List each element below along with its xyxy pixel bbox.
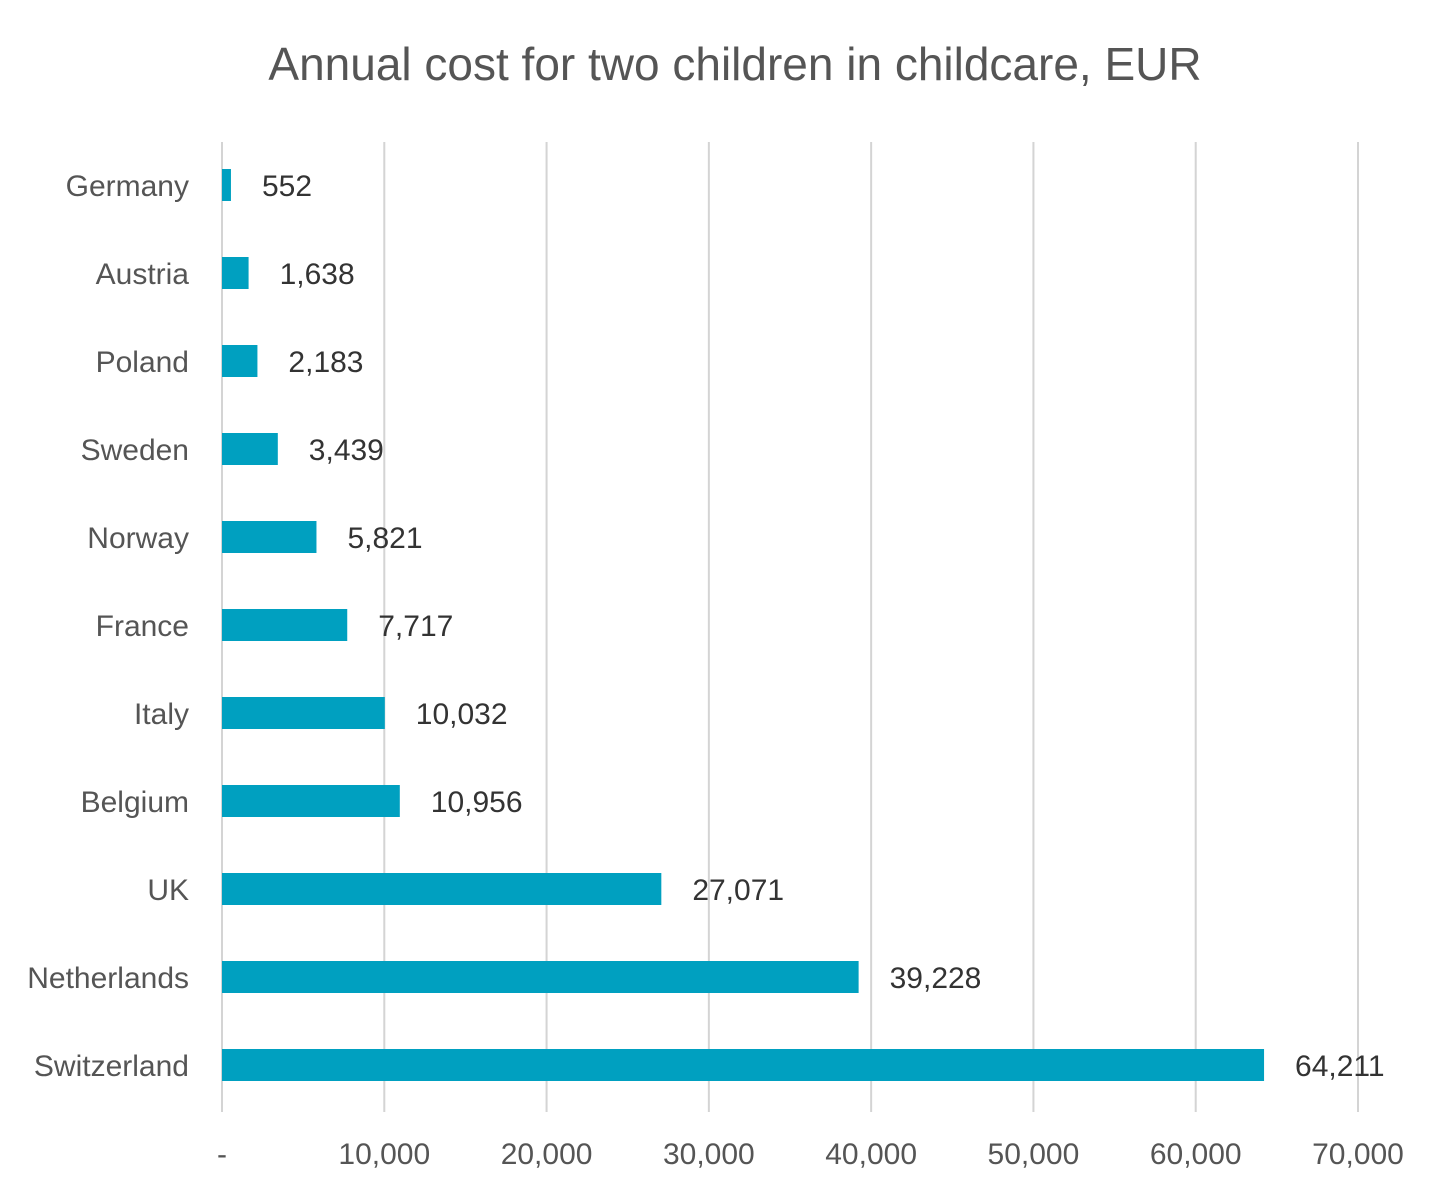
bar bbox=[222, 873, 662, 905]
bar bbox=[222, 433, 278, 465]
bar bbox=[222, 169, 231, 201]
category-label: Poland bbox=[96, 346, 189, 379]
data-label: 27,071 bbox=[692, 874, 784, 907]
bars bbox=[222, 169, 1265, 1081]
x-tick-label: 40,000 bbox=[825, 1138, 917, 1171]
data-label: 10,956 bbox=[431, 786, 523, 819]
bar bbox=[222, 345, 258, 377]
category-label: Austria bbox=[96, 258, 190, 291]
category-label: UK bbox=[147, 874, 189, 907]
bar bbox=[222, 609, 348, 641]
category-label: Sweden bbox=[81, 434, 189, 467]
x-tick-label: 60,000 bbox=[1150, 1138, 1242, 1171]
category-label: Netherlands bbox=[27, 962, 189, 995]
x-axis-ticks: - 10,000 20,000 30,000 40,000 50,000 60,000 70,… bbox=[217, 1138, 1404, 1171]
data-label: 7,717 bbox=[378, 610, 453, 643]
data-label: 39,228 bbox=[890, 962, 982, 995]
category-label: Italy bbox=[134, 698, 189, 731]
data-label: 3,439 bbox=[309, 434, 384, 467]
category-label: Norway bbox=[87, 522, 189, 555]
bar bbox=[222, 257, 249, 289]
data-label: 64,211 bbox=[1295, 1050, 1385, 1083]
bar bbox=[222, 697, 385, 729]
data-label: 1,638 bbox=[280, 258, 355, 291]
x-tick-label: 10,000 bbox=[338, 1138, 430, 1171]
category-label: France bbox=[96, 610, 189, 643]
bar bbox=[222, 1049, 1265, 1081]
category-label: Belgium bbox=[81, 786, 189, 819]
x-tick-label: 70,000 bbox=[1312, 1138, 1404, 1171]
category-label: Switzerland bbox=[34, 1050, 189, 1083]
gridlines bbox=[221, 142, 1359, 1112]
category-label: Germany bbox=[66, 170, 189, 203]
x-tick-label: 30,000 bbox=[663, 1138, 755, 1171]
bar bbox=[222, 961, 859, 993]
x-tick-label: 50,000 bbox=[988, 1138, 1080, 1171]
data-label: 10,032 bbox=[416, 698, 508, 731]
x-tick-label: - bbox=[217, 1138, 227, 1171]
data-label: 552 bbox=[262, 170, 312, 203]
value-labels: 552 1,638 2,183 3,439 5,821 7,717 10,032 10,956… bbox=[262, 170, 1385, 1083]
bar bbox=[222, 785, 400, 817]
data-label: 2,183 bbox=[288, 346, 363, 379]
bar bbox=[222, 521, 317, 553]
data-label: 5,821 bbox=[347, 522, 422, 555]
chart-title: Annual cost for two children in childcar… bbox=[268, 38, 1201, 90]
category-labels: Germany Austria Poland Sweden Norway France It… bbox=[27, 170, 189, 1083]
x-tick-label: 20,000 bbox=[501, 1138, 593, 1171]
